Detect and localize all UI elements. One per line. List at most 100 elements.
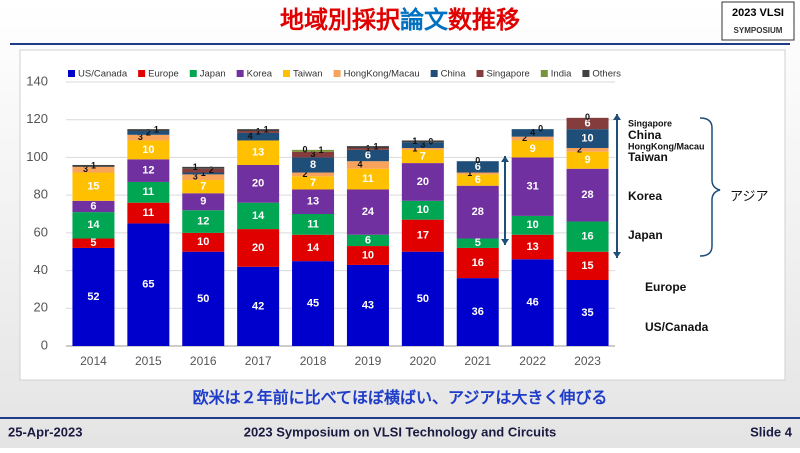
data-label: 3 — [193, 172, 198, 182]
bar-segment — [182, 174, 225, 181]
legend-label: Korea — [247, 69, 273, 80]
legend-label: Singapore — [486, 69, 529, 80]
data-label: 15 — [87, 181, 99, 193]
footer-event: 2023 Symposium on VLSI Technology and Ci… — [244, 424, 557, 439]
data-label: 46 — [527, 297, 539, 309]
x-tick-label: 2022 — [519, 354, 546, 368]
data-label: 16 — [581, 231, 593, 243]
bar-segment — [127, 223, 170, 346]
annotation: US/Canada — [645, 320, 709, 334]
bar-segment — [456, 247, 499, 279]
y-tick-label: 80 — [34, 187, 48, 202]
data-label: 13 — [252, 147, 264, 159]
title-part: 数推移 — [448, 7, 520, 34]
data-label: 45 — [307, 297, 319, 309]
y-tick-label: 0 — [41, 337, 48, 352]
x-tick-label: 2016 — [190, 354, 217, 368]
bar-segment — [292, 176, 335, 190]
bar-segment — [72, 212, 115, 239]
bar-segment — [127, 159, 170, 182]
data-label: 10 — [142, 144, 154, 156]
logo-text: SYMPOSIUM — [734, 26, 783, 35]
y-tick-label: 140 — [26, 73, 48, 88]
bar-segment — [292, 149, 335, 152]
bar-segment — [237, 164, 280, 203]
data-label: 13 — [527, 241, 539, 253]
data-label: 14 — [87, 219, 100, 231]
bar-segment — [401, 200, 444, 220]
bar-segment — [182, 180, 225, 194]
legend-label: Europe — [148, 69, 179, 80]
bar-segment — [182, 172, 225, 175]
bar-segment — [346, 234, 389, 247]
bar-segment — [72, 164, 115, 167]
data-label: 31 — [527, 181, 539, 193]
data-label: 0 — [475, 156, 480, 166]
data-label: 6 — [584, 117, 590, 129]
data-label: 2 — [303, 169, 308, 179]
data-label: 10 — [197, 236, 209, 248]
bar-segment — [127, 131, 170, 135]
legend-label: Others — [592, 69, 621, 80]
bar-segment — [292, 234, 335, 262]
title-part: 論文 — [400, 6, 449, 34]
bar-segment — [237, 129, 280, 132]
bar-segment — [511, 140, 554, 158]
data-label: 42 — [252, 300, 264, 312]
bracket — [699, 117, 721, 257]
data-label: 43 — [362, 299, 374, 311]
data-label: 3 — [83, 164, 88, 174]
slide-title: 地域別採択論文数推移 — [280, 6, 520, 34]
arrow-head — [613, 114, 621, 120]
bar-segment — [346, 168, 389, 190]
data-label: 7 — [310, 177, 316, 189]
legend-swatch — [582, 70, 590, 77]
bar-segment — [292, 214, 335, 235]
legend-label: Taiwan — [293, 69, 323, 80]
data-label: 2 — [522, 133, 527, 143]
bar-segment — [401, 219, 444, 252]
data-label: 10 — [527, 219, 539, 231]
legend-swatch — [189, 70, 197, 77]
data-label: 7 — [200, 181, 206, 193]
annotation: Japan — [628, 228, 663, 242]
bar-segment — [127, 202, 170, 224]
bar-segment — [511, 234, 554, 260]
bar-segment — [182, 251, 225, 346]
logo-text: 2023 VLSI — [732, 7, 784, 19]
data-label: 24 — [362, 206, 375, 218]
data-label: 11 — [307, 218, 319, 230]
bar-segment — [346, 146, 389, 148]
x-tick-label: 2023 — [574, 354, 601, 368]
data-label: 20 — [252, 242, 264, 254]
data-label: 12 — [142, 165, 154, 177]
bar-segment — [401, 140, 444, 143]
bar-segment — [237, 229, 280, 267]
data-label: 1 — [467, 168, 472, 178]
data-label: 14 — [307, 242, 320, 254]
data-label: 4 — [248, 131, 253, 141]
subtitle: 欧米は２年前に比べてほぼ横ばい、アジアは大きく伸びる — [193, 388, 608, 407]
bar-segment — [511, 129, 554, 137]
legend-label: HongKong/Macau — [344, 69, 420, 80]
bar-segment — [456, 185, 499, 239]
legend-swatch — [476, 70, 484, 77]
y-tick-label: 100 — [26, 149, 48, 164]
legend-swatch — [236, 70, 244, 77]
data-label: 15 — [581, 260, 593, 272]
legend-label: Japan — [200, 69, 226, 80]
data-label: 2 — [577, 144, 582, 154]
bar-segment — [456, 161, 499, 173]
bar-segment — [237, 202, 280, 230]
legend-label: India — [551, 69, 572, 80]
x-tick-label: 2021 — [464, 354, 491, 368]
bar-segment — [456, 172, 499, 175]
data-label: 1 — [412, 136, 417, 146]
annotation: HongKong/Macau — [628, 141, 705, 151]
data-label: 2 — [146, 127, 151, 137]
bar-segment — [72, 200, 115, 213]
data-label: 10 — [581, 132, 593, 144]
bar-segment — [292, 261, 335, 346]
bar-segment — [292, 157, 335, 173]
